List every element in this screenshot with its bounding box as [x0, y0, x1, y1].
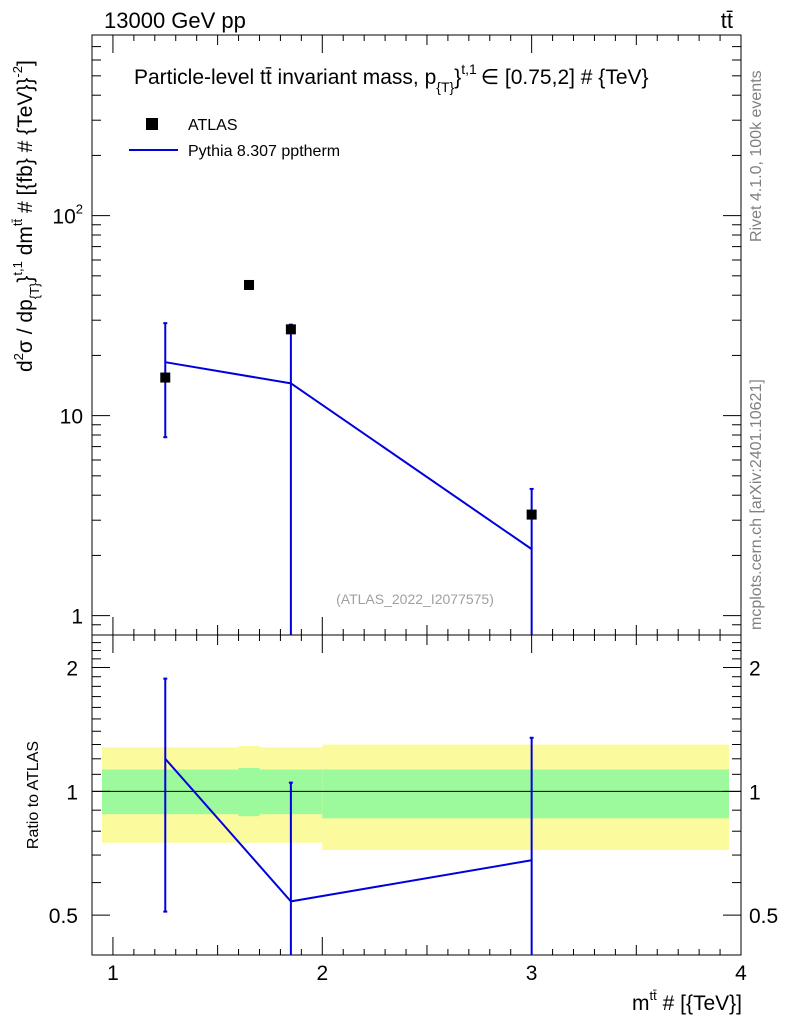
ratio-panel: 1 2 3 4 0.5 0.5 1 1 2 2 Ratio to ATLAS	[25, 634, 778, 985]
main-panel: 1 10 102 Particle-level tt̄ invariant mass…	[10, 34, 742, 636]
ratio-y-tick-label-right: 2	[749, 658, 761, 681]
y-tick-label: 102	[52, 202, 83, 229]
mc-series-line	[165, 361, 533, 550]
ratio-bands	[92, 744, 741, 851]
y-tick-label: 1	[71, 606, 83, 629]
atlas-data-point	[526, 509, 537, 520]
x-tick-label: 4	[735, 962, 747, 985]
x-tick-label: 2	[316, 962, 328, 985]
energy-label: 13000 GeV pp	[104, 8, 246, 33]
ratio-y-tick-label: 1	[66, 781, 78, 804]
ratio-y-tick-label-right: 0.5	[749, 905, 778, 928]
ratio-y-tick-label: 0.5	[49, 905, 78, 928]
x-tick-label: 1	[107, 962, 119, 985]
legend-atlas-label: ATLAS	[188, 117, 238, 134]
atlas-data-point	[160, 372, 171, 383]
ratio-band-inner	[238, 767, 260, 817]
ratio-plot-marks	[163, 677, 534, 955]
ratio-frame	[91, 634, 742, 956]
y-tick-label: 10	[60, 406, 83, 429]
source-label: mcplots.cern.ch [arXiv:2401.10621]	[748, 379, 765, 630]
ratio-y-tick-label-right: 1	[749, 781, 761, 804]
legend: ATLAS Pythia 8.307 pptherm	[129, 117, 340, 160]
y-axis-label: d2σ / dp{T}}t,1 dmtt̄ # [{fb} # {TeV}}-2…	[10, 60, 42, 372]
ratio-band-inner	[102, 769, 239, 815]
x-axis-label: mtt̄ # [{TeV}]	[632, 988, 742, 1015]
x-tick-label: 3	[526, 962, 538, 985]
atlas-data-point	[244, 279, 255, 290]
atlas-data-point	[285, 324, 296, 335]
analysis-watermark: (ATLAS_2022_I2077575)	[336, 591, 494, 607]
ratio-band-inner	[322, 769, 729, 819]
rivet-version-label: Rivet 4.1.0, 100k events	[748, 70, 765, 242]
ratio-y-tick-label: 2	[66, 658, 78, 681]
ratio-y-axis-label: Ratio to ATLAS	[25, 741, 42, 849]
plot-title: Particle-level tt̄ invariant mass, p{T}}…	[134, 61, 649, 95]
ratio-axis-ticks: 1 2 3 4 0.5 0.5 1 1 2 2	[49, 634, 778, 985]
process-label: tt̄	[721, 8, 733, 33]
main-axis-ticks: 1 10 102	[52, 34, 742, 636]
legend-atlas-marker	[146, 118, 158, 130]
main-plot-marks	[160, 279, 537, 635]
legend-mc-label: Pythia 8.307 pptherm	[188, 143, 340, 160]
